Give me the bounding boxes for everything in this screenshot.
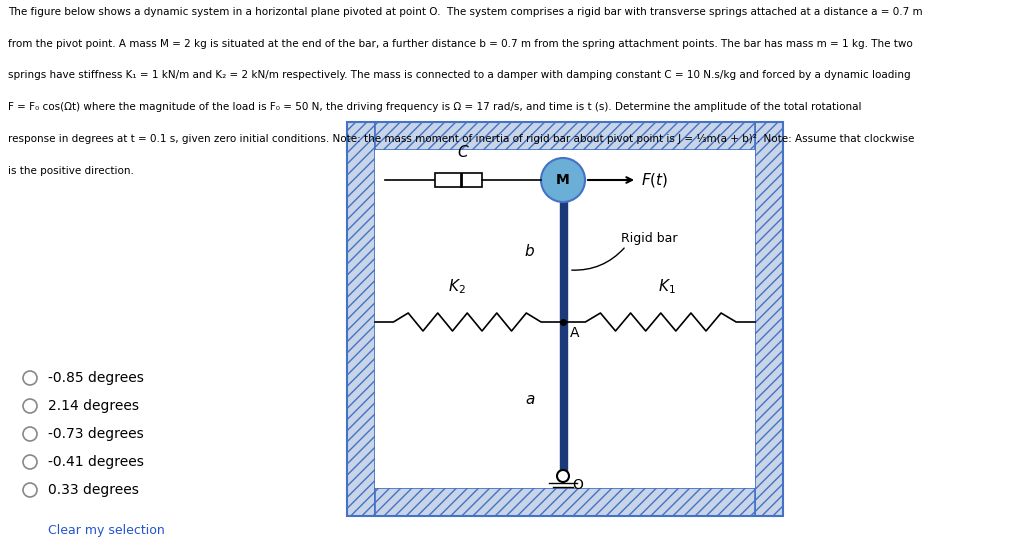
- Text: $a$: $a$: [524, 392, 535, 406]
- Bar: [347, 122, 375, 516]
- Text: $b$: $b$: [524, 243, 535, 259]
- Bar: [375, 122, 755, 150]
- Text: O: O: [572, 478, 583, 492]
- Bar: [375, 150, 755, 488]
- FancyArrowPatch shape: [571, 248, 625, 270]
- Circle shape: [23, 427, 37, 441]
- Text: from the pivot point. A mass M = 2 kg is situated at the end of the bar, a furth: from the pivot point. A mass M = 2 kg is…: [8, 39, 913, 48]
- Text: $F(t)$: $F(t)$: [641, 171, 669, 189]
- Text: springs have stiffness K₁ = 1 kN/m and K₂ = 2 kN/m respectively. The mass is con: springs have stiffness K₁ = 1 kN/m and K…: [8, 70, 910, 80]
- Text: $C$: $C$: [457, 144, 469, 160]
- Circle shape: [23, 399, 37, 413]
- Text: F = F₀ cos(Ωt) where the magnitude of the load is F₀ = 50 N, the driving frequen: F = F₀ cos(Ωt) where the magnitude of th…: [8, 102, 861, 112]
- Text: Clear my selection: Clear my selection: [48, 524, 165, 537]
- Bar: [755, 122, 783, 516]
- Circle shape: [557, 470, 569, 482]
- Text: -0.85 degrees: -0.85 degrees: [48, 371, 144, 385]
- Circle shape: [23, 455, 37, 469]
- Text: -0.73 degrees: -0.73 degrees: [48, 427, 143, 441]
- Bar: [559, 180, 566, 476]
- Text: $K_1$: $K_1$: [658, 277, 676, 296]
- Bar: [375, 488, 755, 516]
- Text: -0.41 degrees: -0.41 degrees: [48, 455, 144, 469]
- Bar: [347, 122, 783, 516]
- Circle shape: [23, 483, 37, 497]
- Bar: [435, 173, 481, 187]
- Text: $K_2$: $K_2$: [449, 277, 466, 296]
- Text: Rigid bar: Rigid bar: [621, 232, 678, 245]
- Text: is the positive direction.: is the positive direction.: [8, 166, 134, 176]
- Text: M: M: [556, 173, 570, 187]
- Text: A: A: [570, 326, 580, 340]
- Circle shape: [23, 371, 37, 385]
- Text: response in degrees at t = 0.1 s, given zero initial conditions. Note: the mass : response in degrees at t = 0.1 s, given …: [8, 134, 914, 144]
- Circle shape: [541, 158, 585, 202]
- Text: 0.33 degrees: 0.33 degrees: [48, 483, 139, 497]
- Text: 2.14 degrees: 2.14 degrees: [48, 399, 139, 413]
- Text: The figure below shows a dynamic system in a horizontal plane pivoted at point O: The figure below shows a dynamic system …: [8, 7, 923, 16]
